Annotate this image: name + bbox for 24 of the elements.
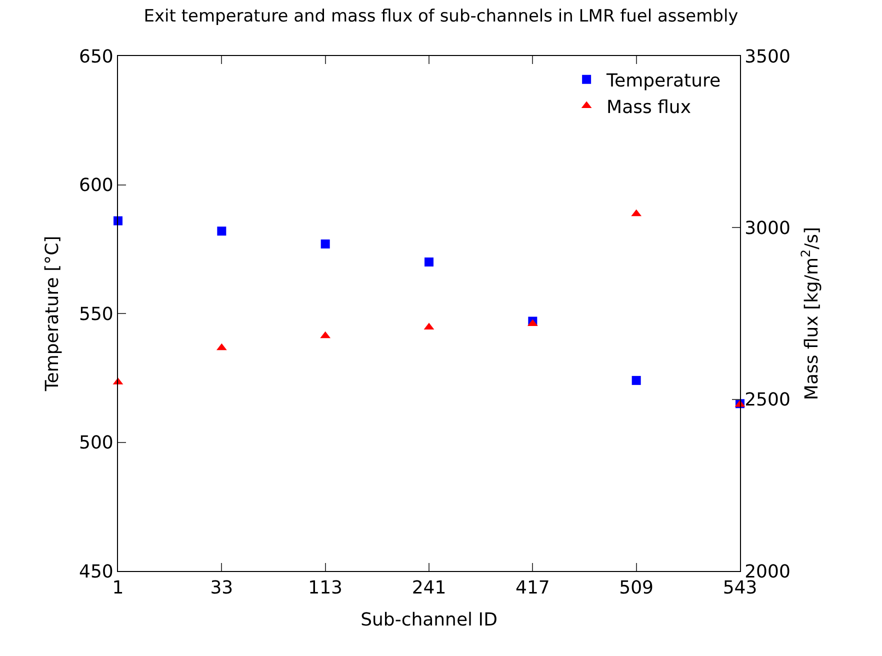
x-tick-label: 1: [112, 578, 124, 599]
point: [217, 226, 226, 236]
y2-tick-label: 2500: [744, 390, 790, 411]
x-tick-label: 509: [619, 578, 654, 599]
x-tick-label: 417: [515, 578, 550, 599]
x-tick-label: 33: [210, 578, 234, 599]
y-tick-label: 450: [79, 561, 114, 582]
x-tick-label: 113: [308, 578, 343, 599]
x-tick-label: 543: [722, 578, 758, 599]
y-tick-label: 500: [79, 432, 114, 454]
y2-tick-label: 3500: [744, 46, 790, 68]
point: [632, 376, 641, 385]
x-axis-title: Sub-channel ID: [360, 610, 498, 631]
y-tick-label: 550: [79, 304, 114, 325]
y-axis-title: Temperature [°C]: [42, 236, 64, 392]
legend-label: Temperature: [606, 70, 721, 92]
legend-label: Mass flux: [606, 96, 692, 118]
y2-tick-label: 3000: [744, 218, 790, 239]
chart-title: Exit temperature and mass flux of sub-channels in LMR fuel assembly: [144, 6, 738, 27]
y-tick-label: 650: [79, 46, 114, 68]
point: [320, 239, 330, 248]
x-tick-label: 241: [412, 578, 446, 599]
point: [424, 258, 434, 266]
y-tick-label: 600: [79, 175, 114, 196]
